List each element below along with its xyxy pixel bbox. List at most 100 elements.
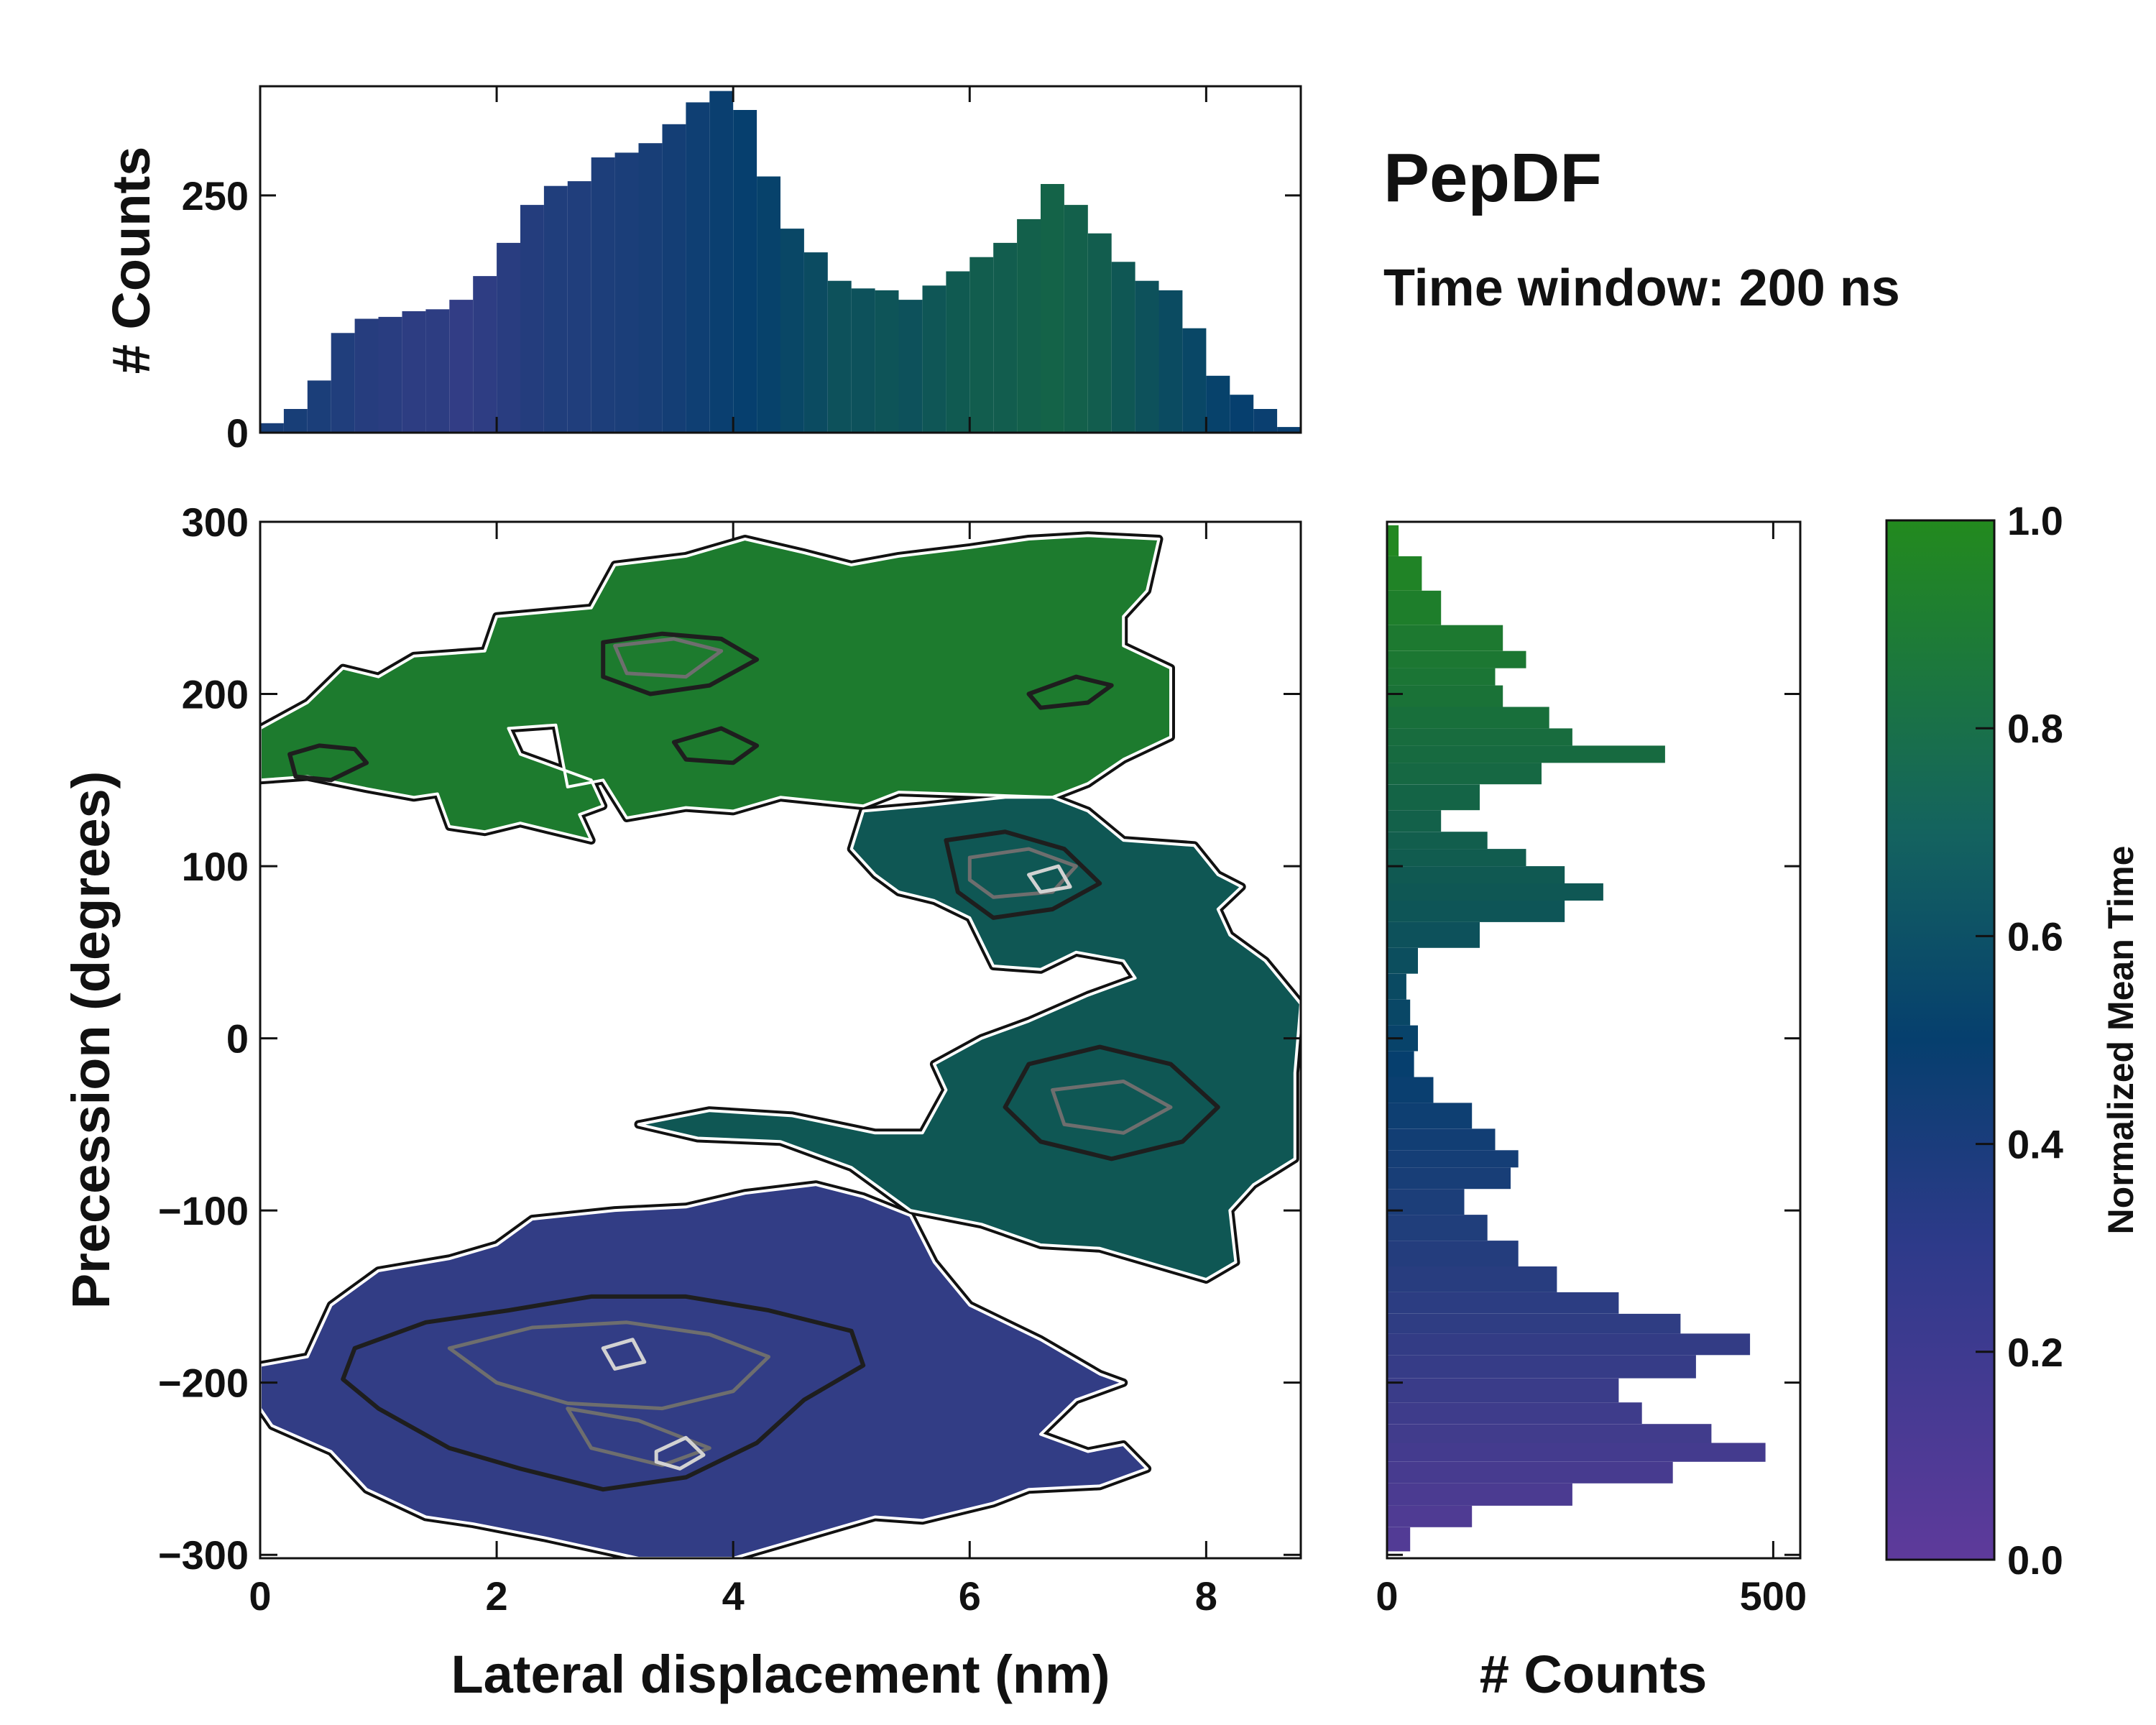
side-histogram-bar [1387,728,1572,746]
side-histogram-bar [1387,1527,1411,1552]
contour-mid [967,847,1078,899]
side-histogram-bar [1387,849,1526,867]
top-histogram-bar [757,176,780,433]
side-histogram-bar [1387,1424,1712,1443]
colorbar-tick-label: 1.0 [2007,498,2063,543]
top-histogram-bars [260,91,1301,433]
side-histogram-bar [1387,921,1480,948]
top-histogram-bar [520,205,544,433]
colorbar-tick-label: 0.2 [2007,1330,2063,1375]
heatmap-ticks: 0 2 4 6 8 300 200 100 0 −100 −200 −300 [158,500,1301,1619]
heatmap-xlabel: Lateral displacement (nm) [451,1644,1110,1704]
side-histogram-xtick-label: 0 [1376,1573,1398,1619]
side-histogram-bar [1387,556,1422,591]
side-histogram-bar [1387,1128,1496,1151]
colorbar-frame [1885,519,1996,1561]
contour-dark [287,743,369,783]
heatmap-ylabel: Precession (degrees) [61,771,121,1310]
top-histogram-bar [922,285,946,433]
top-histogram-bar [1230,395,1254,433]
main-heatmap: 0 2 4 6 8 300 200 100 0 −100 −200 −300 Lateral disp… [61,500,1302,1704]
top-histogram-bar [1158,290,1183,433]
side-histogram-bar [1387,1103,1473,1129]
top-histogram-bar [614,152,639,433]
colorbar-tick-label: 0.8 [2007,706,2063,751]
contour-dark [601,631,760,696]
side-histogram-bar [1387,999,1411,1026]
top-histogram-bar [1206,375,1230,433]
side-histogram-bar [1387,707,1549,729]
contour-mid [447,1320,770,1411]
top-histogram-ytick-label: 0 [226,410,249,456]
top-histogram-bar [425,309,450,433]
colorbar-tick-label: 0.6 [2007,914,2063,959]
colorbar-tick-label: 0.4 [2007,1122,2063,1167]
top-histogram-bar [307,380,331,433]
side-histogram-bar [1387,1378,1619,1403]
top-histogram-bar [969,257,994,433]
figure-subtitle: Time window: 200 ns [1383,259,1900,317]
contour-dark [1003,1044,1220,1162]
heatmap-ytick-label: −200 [158,1361,249,1406]
contour-dark [944,829,1102,920]
top-histogram-frame [259,85,1302,434]
top-histogram-bar [1253,409,1278,433]
heatmap-xtick-label: 0 [249,1573,271,1619]
side-histogram-bar [1387,525,1399,556]
side-histogram-bar [1387,1333,1751,1356]
side-histogram-bar [1387,973,1406,1000]
side-histogram-bar [1387,1241,1519,1266]
top-histogram-bar [851,288,875,433]
contour-dark [671,726,760,765]
top-histogram-bar [875,290,899,433]
top-histogram-bar [449,300,474,433]
heatmap-xtick-label: 4 [722,1573,745,1619]
side-histogram-bars [1387,525,1766,1552]
contour-light [654,1435,706,1471]
contour-light [601,1338,647,1371]
colorbar-label: Normalized Mean Time [2101,846,2141,1235]
heatmap-ytick-label: 200 [182,672,249,717]
top-histogram-bar [993,242,1018,433]
side-histogram-bar [1387,1505,1473,1527]
side-histogram-bar [1387,668,1496,686]
heatmap-xtick-label: 2 [486,1573,508,1619]
colorbar-ticks: 0.0 0.2 0.4 0.6 0.8 1.0 [1976,498,2063,1583]
heatmap-ytick-label: 0 [226,1016,249,1062]
colorbar-tick-label: 0.0 [2007,1537,2063,1583]
side-histogram-bar [1387,650,1526,668]
side-histogram-bar [1387,947,1418,974]
region-green-upper [260,534,1172,842]
side-histogram-bar [1387,625,1503,651]
colorbar-gradient [1886,520,1994,1560]
side-histogram-bar [1387,1167,1511,1190]
top-histogram-bar [378,316,402,433]
top-histogram-bar [1111,262,1135,433]
region-teal-mid [637,796,1301,1281]
top-histogram-bar [686,102,710,433]
top-histogram-bar [1087,233,1112,433]
side-histogram-bar [1387,1051,1414,1077]
top-histogram-bar [803,252,828,433]
top-histogram-bar [709,91,734,433]
top-histogram-ylabel: # Counts [101,147,161,374]
top-histogram-bar [591,157,615,433]
top-histogram-bar [638,143,663,433]
top-histogram-bar [473,276,497,433]
side-histogram: 0 500 # Counts [1376,520,1807,1704]
heatmap-frame [259,520,1302,1560]
side-histogram-xtick-label: 500 [1740,1573,1807,1619]
heatmap-ytick-label: 300 [182,500,249,545]
top-histogram-bar [898,300,923,433]
heatmap-ytick-label: 100 [182,844,249,889]
heatmap-ytick-label: −300 [158,1532,249,1578]
side-histogram-bar [1387,1077,1434,1103]
top-histogram-bar [780,229,804,433]
top-histogram-bar [283,409,308,433]
top-histogram-bar [331,333,355,433]
top-histogram-bar [1277,427,1301,433]
side-histogram-bar [1387,901,1565,922]
side-histogram-bar [1387,883,1603,901]
side-histogram-bar [1387,1443,1766,1462]
side-histogram-bar [1387,1355,1696,1379]
